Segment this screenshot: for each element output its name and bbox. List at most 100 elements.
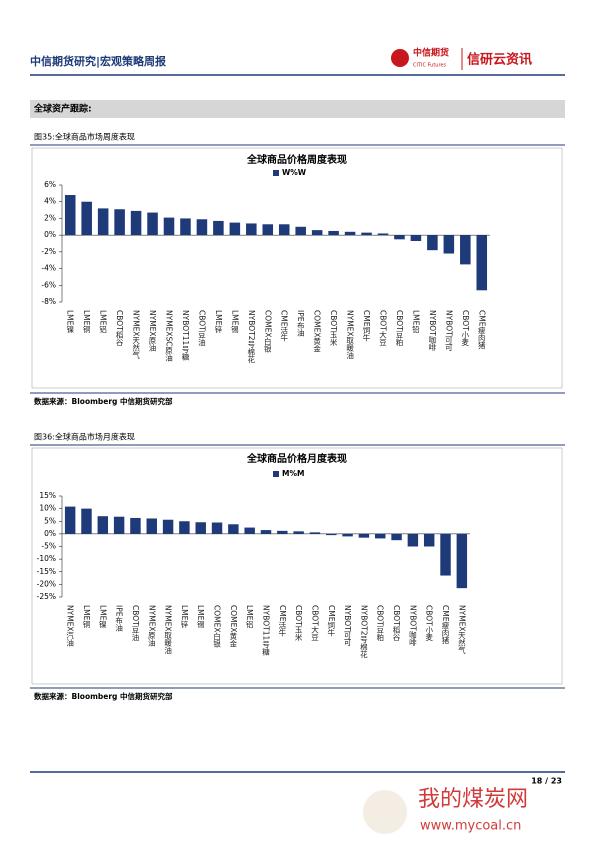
x-tick-label: CBOT小麦 bbox=[461, 310, 470, 347]
x-tick-label: CME瘦肉猪 bbox=[477, 310, 486, 350]
x-tick-label: LME铝 bbox=[99, 310, 108, 334]
bar bbox=[97, 208, 109, 236]
bar bbox=[262, 224, 274, 236]
bar bbox=[180, 218, 191, 236]
watermark-text: 我的煤炭网 bbox=[418, 787, 528, 812]
figure-source: 数据来源：Bloomberg 中信期货研究部 bbox=[34, 691, 173, 701]
x-tick-label: NYMEXSC原油 bbox=[164, 310, 173, 363]
x-tick-label: NYBOT11号糖 bbox=[181, 310, 190, 361]
x-tick-label: NYBOT咖啡 bbox=[428, 310, 437, 352]
x-tick-label: NYMEX原油 bbox=[148, 310, 157, 353]
figure-caption: 图35:全球商品市场周度表现 bbox=[34, 132, 135, 142]
x-tick-label: CME瘦肉猪 bbox=[441, 605, 450, 645]
x-tick-label: CBOT豆油 bbox=[131, 605, 140, 642]
x-tick-label: LME镍 bbox=[98, 605, 107, 629]
logo-icon bbox=[391, 49, 409, 67]
bar bbox=[228, 524, 239, 534]
x-tick-label: COMEX白银 bbox=[212, 605, 221, 649]
bar bbox=[410, 235, 422, 241]
chart-frame bbox=[31, 147, 563, 389]
y-tick-label: 5% bbox=[44, 516, 56, 525]
bar bbox=[440, 533, 451, 576]
bar bbox=[456, 533, 468, 589]
x-tick-label: LME铜 bbox=[82, 605, 91, 629]
x-tick-label: NYMEX汽油 bbox=[65, 605, 74, 648]
bar bbox=[277, 530, 288, 534]
bar bbox=[162, 519, 174, 534]
y-tick-label: 15% bbox=[39, 491, 56, 500]
x-tick-label: CBOT小麦 bbox=[424, 605, 433, 642]
x-tick-label: NYBOT可可 bbox=[343, 605, 352, 646]
bar bbox=[81, 508, 92, 534]
x-tick-label: COMEX黄金 bbox=[312, 310, 321, 353]
x-tick-label: CME饲牛 bbox=[362, 310, 371, 343]
x-tick-label: CME活牛 bbox=[278, 605, 287, 638]
y-tick-label: 10% bbox=[39, 504, 56, 513]
bar bbox=[361, 232, 372, 236]
bar bbox=[213, 220, 224, 236]
x-tick-label: CBOT大豆 bbox=[310, 605, 319, 641]
chart-title: 全球商品价格月度表现 bbox=[246, 452, 347, 465]
y-tick-label: 2% bbox=[44, 213, 56, 222]
bar bbox=[407, 533, 419, 547]
x-tick-label: COMEX黄金 bbox=[229, 605, 238, 648]
y-tick-label: -25% bbox=[37, 592, 56, 601]
bar bbox=[146, 518, 157, 534]
bar bbox=[114, 209, 125, 236]
chart-title: 全球商品价格周度表现 bbox=[246, 153, 347, 166]
bar bbox=[394, 235, 405, 240]
x-tick-label: IPE布油 bbox=[114, 605, 123, 633]
watermark-url: www.mycoal.cn bbox=[420, 819, 521, 834]
y-tick-label: 0% bbox=[44, 529, 56, 538]
x-tick-label: NYMEX取暖油 bbox=[163, 605, 172, 655]
y-tick-label: 6% bbox=[44, 180, 56, 189]
logo-en: CITIC Futures bbox=[413, 63, 446, 69]
bar bbox=[244, 527, 255, 534]
bar bbox=[246, 223, 257, 236]
bar bbox=[64, 506, 76, 534]
x-tick-label: CBOT豆粕 bbox=[375, 605, 384, 642]
bar bbox=[423, 533, 435, 547]
x-tick-label: NYBOT11号糖 bbox=[261, 605, 270, 656]
bar bbox=[130, 210, 142, 236]
bar bbox=[443, 235, 455, 254]
bar bbox=[97, 516, 109, 534]
y-tick-label: -8% bbox=[41, 297, 56, 306]
x-tick-label: CME饲牛 bbox=[327, 605, 336, 638]
x-tick-label: CME活牛 bbox=[279, 310, 288, 343]
bar bbox=[309, 532, 321, 534]
figure-caption: 图36:全球商品市场月度表现 bbox=[34, 432, 135, 442]
x-tick-label: CBOT玉米 bbox=[329, 310, 338, 347]
x-tick-label: CBOT玉米 bbox=[294, 605, 303, 642]
watermark-logo bbox=[363, 790, 407, 834]
x-tick-label: IPE布油 bbox=[296, 310, 305, 338]
bar bbox=[278, 224, 290, 236]
bar bbox=[344, 231, 356, 236]
y-tick-label: -15% bbox=[37, 567, 56, 576]
bar bbox=[163, 217, 175, 236]
bar bbox=[196, 219, 208, 236]
logo-cn: 中信期货 bbox=[413, 47, 449, 59]
x-tick-label: CBOT豆油 bbox=[197, 310, 206, 347]
bar bbox=[211, 522, 223, 534]
x-tick-label: NYBOT咖啡 bbox=[408, 605, 417, 647]
x-tick-label: LME铝 bbox=[245, 605, 254, 629]
bar bbox=[311, 230, 323, 236]
bar bbox=[179, 521, 190, 534]
y-tick-label: -2% bbox=[41, 247, 56, 256]
legend-swatch bbox=[273, 170, 279, 176]
header-title: 中信期货研究|宏观策略周报 bbox=[30, 54, 167, 68]
bar bbox=[328, 230, 339, 236]
bar bbox=[81, 201, 92, 236]
x-tick-label: CBOT大豆 bbox=[378, 310, 387, 346]
x-tick-label: NYBOT2号棉花 bbox=[247, 310, 256, 364]
legend-label: W%W bbox=[282, 168, 307, 177]
x-tick-label: LME锌 bbox=[214, 310, 223, 334]
x-tick-label: NYMEX天然气 bbox=[131, 310, 140, 359]
y-tick-label: -4% bbox=[41, 264, 56, 273]
bar bbox=[476, 235, 488, 291]
x-tick-label: CBOT豆粕 bbox=[395, 310, 404, 347]
y-tick-label: -10% bbox=[37, 554, 56, 563]
